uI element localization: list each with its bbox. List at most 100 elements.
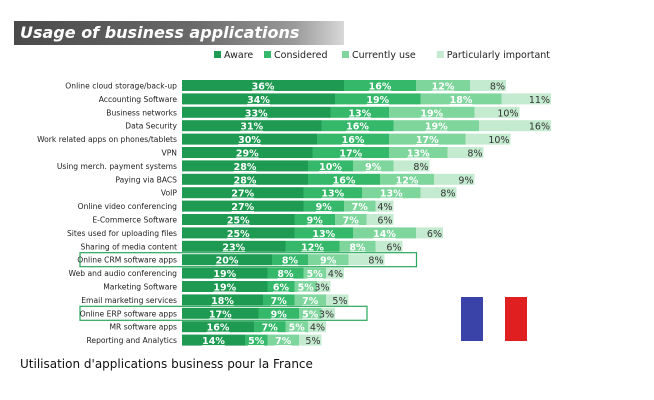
bar-segment — [267, 334, 299, 346]
bar-segment — [420, 93, 502, 105]
data-label: 20% — [216, 256, 239, 267]
bar-segment — [393, 160, 430, 172]
bar-segment — [182, 93, 335, 105]
category-label: E-Commerce Software — [92, 216, 177, 225]
data-label: 19% — [420, 108, 443, 119]
flag-red-stripe — [505, 297, 527, 341]
data-label: 6% — [386, 242, 401, 253]
bar-segment — [344, 80, 416, 91]
data-label: 14% — [202, 336, 225, 347]
data-label: 10% — [497, 108, 518, 119]
legend-label: Particularly important — [447, 50, 550, 61]
bar-segment — [182, 334, 245, 346]
data-label: 29% — [236, 149, 259, 160]
data-label: 8% — [277, 269, 294, 280]
data-label: 16% — [369, 82, 392, 93]
bar-segment — [339, 240, 376, 252]
data-label: 25% — [227, 216, 250, 227]
data-label: 16% — [346, 122, 369, 133]
data-label: 16% — [529, 122, 550, 133]
flag-white-stripe — [483, 297, 505, 341]
category-label: Email marketing services — [81, 296, 177, 305]
data-label: 7% — [262, 323, 279, 334]
data-label: 9% — [458, 175, 473, 186]
data-label: 3% — [314, 283, 329, 294]
bar-segment — [308, 173, 380, 185]
data-label: 4% — [310, 323, 325, 334]
category-label: Paying via BACS — [115, 175, 177, 184]
data-label: 16% — [207, 323, 230, 334]
bar-segment — [474, 106, 520, 118]
bar-segment — [258, 307, 299, 319]
bar-segment — [272, 254, 308, 266]
data-label: 19% — [425, 122, 448, 133]
data-label: 8% — [490, 82, 505, 93]
bar-segment — [182, 214, 295, 225]
data-label: 7% — [302, 296, 319, 307]
data-label: 12% — [432, 82, 455, 93]
data-label: 4% — [328, 269, 343, 280]
bar-segment — [182, 254, 272, 266]
data-label: 9% — [316, 202, 333, 213]
bar-segment — [420, 187, 457, 199]
data-label: 11% — [529, 95, 550, 106]
bar-segment — [335, 93, 421, 105]
bar-segment — [416, 227, 443, 239]
data-label: 9% — [365, 162, 382, 173]
bar-segment — [326, 267, 344, 279]
data-label: 5% — [307, 269, 324, 280]
data-label: 10% — [488, 135, 509, 146]
category-label: Online ERP software apps — [80, 309, 177, 318]
bar-segment — [182, 160, 308, 172]
bar-segment — [312, 147, 389, 158]
highlight-box — [79, 252, 418, 268]
category-label: Reporting and Analytics — [86, 336, 177, 345]
data-label: 33% — [245, 108, 268, 119]
data-label: 28% — [234, 175, 257, 186]
data-label: 8% — [413, 162, 428, 173]
bar-segment — [182, 281, 268, 292]
data-label: 19% — [213, 269, 236, 280]
data-label: 8% — [440, 189, 455, 200]
data-label: 5% — [332, 296, 347, 307]
bar-segment — [294, 294, 326, 306]
data-label: 8% — [368, 256, 383, 267]
data-label: 12% — [301, 242, 324, 253]
data-label: 5% — [305, 336, 320, 347]
category-label: Data Security — [125, 122, 177, 131]
bar-segment — [182, 227, 295, 239]
legend-label: Aware — [224, 50, 253, 61]
bar-segment — [447, 147, 484, 158]
bar-segment — [294, 214, 335, 225]
bar-segment — [434, 173, 475, 185]
bar-segment — [470, 80, 506, 91]
bar-segment — [182, 240, 286, 252]
data-label: 6% — [273, 283, 290, 294]
data-label: 7% — [271, 296, 288, 307]
legend-swatch — [436, 51, 444, 58]
category-label: MR software apps — [109, 323, 177, 332]
data-label: 36% — [252, 82, 275, 93]
data-label: 6% — [427, 229, 442, 240]
data-label: 17% — [209, 309, 232, 320]
bar-segment — [285, 321, 308, 333]
france-flag-icon — [461, 297, 527, 341]
bar-segment — [353, 160, 394, 172]
bar-segment — [182, 321, 254, 333]
legend-label: Considered — [274, 50, 328, 61]
category-label: Online CRM software apps — [77, 256, 177, 265]
bar-segment — [308, 254, 349, 266]
data-label: 13% — [312, 229, 335, 240]
data-label: 25% — [227, 229, 250, 240]
data-label: 7% — [343, 216, 360, 227]
data-label: 9% — [320, 256, 337, 267]
bar-segment — [393, 120, 479, 132]
bar-segment — [479, 120, 551, 132]
bar-segment — [366, 214, 394, 225]
bar-segment — [308, 160, 353, 172]
bar-segment — [317, 281, 331, 292]
data-label: 5% — [248, 336, 265, 347]
bar-segment — [254, 321, 286, 333]
legend-label: Currently use — [352, 50, 416, 61]
data-label: 12% — [396, 175, 419, 186]
